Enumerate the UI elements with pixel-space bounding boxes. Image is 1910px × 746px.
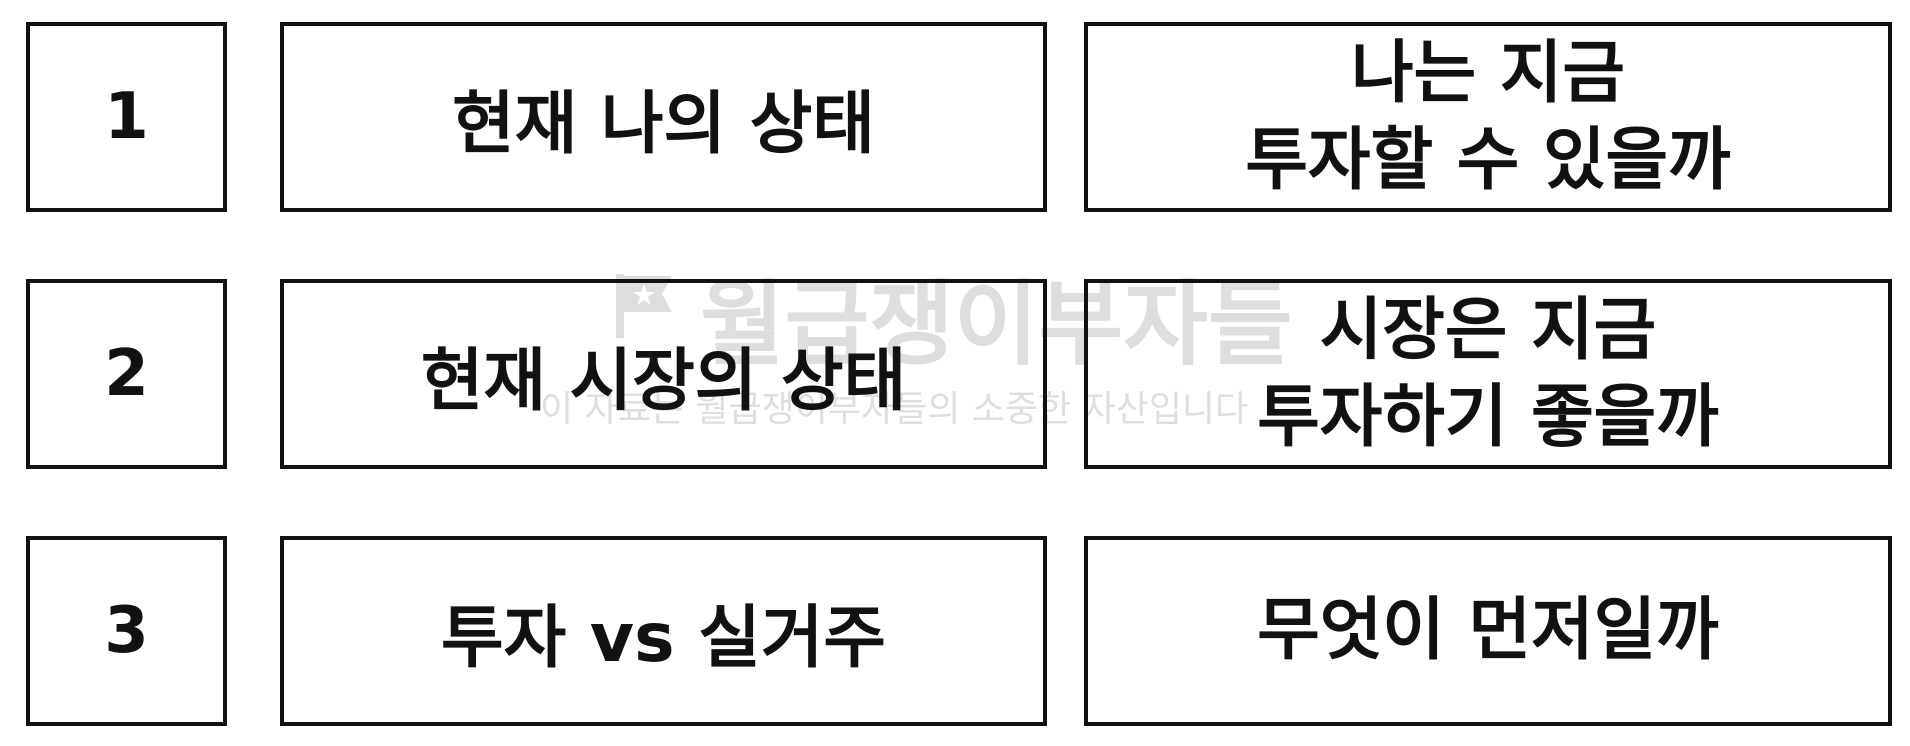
row-1-question-line-2: 투자할 수 있을까 — [1245, 121, 1731, 200]
row-3-number-box: 3 — [26, 536, 227, 726]
row-3-number: 3 — [104, 594, 149, 668]
row-2-number: 2 — [104, 337, 149, 411]
row-2-topic: 현재 시장의 상태 — [420, 341, 907, 421]
row-1-topic-box: 현재 나의 상태 — [280, 22, 1047, 212]
row-1-number-box: 1 — [26, 22, 227, 212]
row-3-topic-box: 투자 vs 실거주 — [280, 536, 1047, 726]
row-2-question-line-1: 시장은 지금 — [1319, 290, 1657, 370]
row-2-number-box: 2 — [26, 279, 227, 469]
row-2-question-box: 시장은 지금 투자하기 좋을까 — [1084, 279, 1892, 469]
row-2-topic-box: 현재 시장의 상태 — [280, 279, 1047, 469]
row-3-question-box: 무엇이 먼저일까 — [1084, 536, 1892, 726]
row-3-topic: 투자 vs 실거주 — [441, 598, 886, 678]
row-2-question-line-2: 투자하기 좋을까 — [1257, 378, 1719, 457]
row-1-number: 1 — [104, 80, 149, 154]
row-1-topic: 현재 나의 상태 — [452, 84, 875, 164]
row-3-question-line-1: 무엇이 먼저일까 — [1257, 591, 1719, 671]
row-1-question-line-1: 나는 지금 — [1351, 33, 1625, 113]
row-1-question-box: 나는 지금 투자할 수 있을까 — [1084, 22, 1892, 212]
